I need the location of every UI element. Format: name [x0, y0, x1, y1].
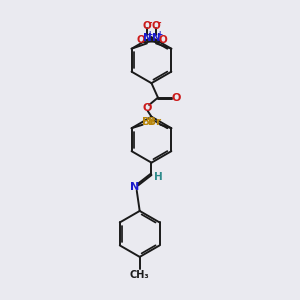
Text: O: O [158, 35, 167, 46]
Text: O: O [136, 35, 145, 46]
Text: +: + [156, 30, 162, 39]
Text: O: O [152, 21, 161, 31]
Text: O: O [171, 93, 181, 103]
Text: N: N [152, 33, 161, 43]
Text: CH₃: CH₃ [130, 269, 149, 280]
Text: O: O [143, 103, 152, 113]
Text: Br: Br [142, 117, 155, 127]
Text: O: O [142, 21, 151, 31]
Text: -: - [157, 19, 161, 28]
Text: N: N [142, 33, 151, 43]
Text: N: N [130, 182, 139, 192]
Text: H: H [154, 172, 162, 182]
Text: -: - [148, 19, 152, 28]
Text: +: + [147, 30, 153, 39]
Text: Br: Br [148, 117, 161, 127]
